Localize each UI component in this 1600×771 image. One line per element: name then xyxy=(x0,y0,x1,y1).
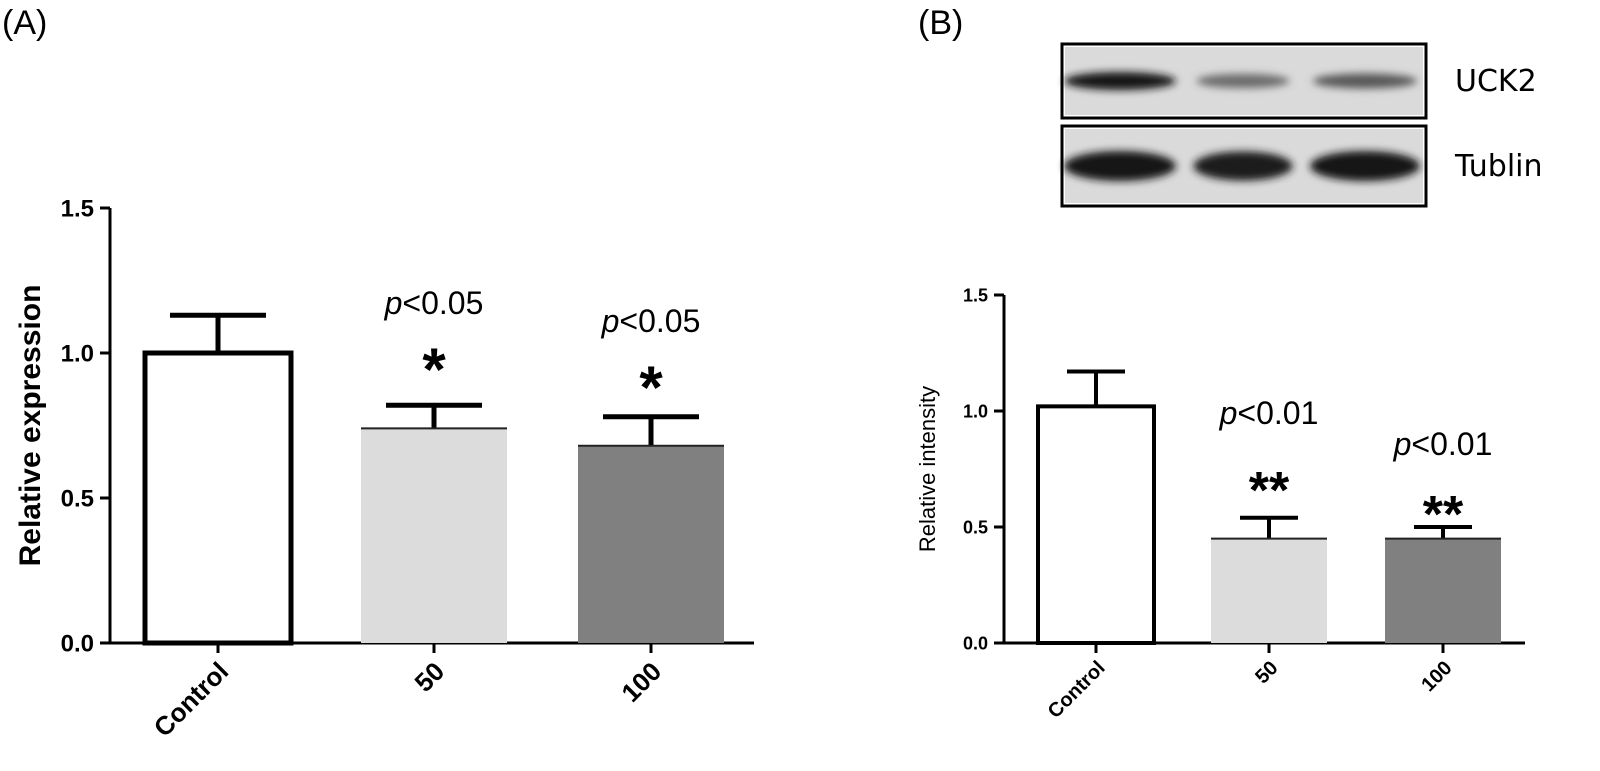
blot-band xyxy=(1064,72,1176,90)
y-tick-label: 1.0 xyxy=(963,401,988,421)
bar-50 xyxy=(361,428,507,643)
p-symbol: p xyxy=(601,303,620,339)
y-tick-label: 0.5 xyxy=(61,486,94,513)
blot-band xyxy=(1193,151,1293,181)
significance-stars: ** xyxy=(1249,462,1290,520)
blot-band xyxy=(1312,73,1418,89)
p-value-annotation: p<0.01 xyxy=(1219,395,1319,431)
bar-control xyxy=(1036,404,1156,645)
western-blot: UCK2 Tublin xyxy=(1060,42,1543,208)
y-tick-label: 0.5 xyxy=(963,517,988,537)
p-threshold: <0.01 xyxy=(1411,426,1492,462)
p-threshold: <0.05 xyxy=(402,285,483,321)
y-tick-label: 0.0 xyxy=(963,633,988,653)
p-threshold: <0.01 xyxy=(1237,395,1318,431)
chart-b: 0.0 0.5 1.0 1.5 Relative intensity Control 50 p… xyxy=(915,285,1525,723)
p-value-annotation: p<0.05 xyxy=(601,303,701,339)
p-value-annotation: p<0.01 xyxy=(1393,426,1493,462)
y-axis-label: Relative expression xyxy=(14,285,47,567)
y-tick-label: 1.5 xyxy=(61,196,94,223)
blot-frame xyxy=(1060,124,1428,208)
p-value-annotation: p<0.05 xyxy=(384,285,484,321)
chart-a: 0.0 0.5 1.0 1.5 Relative expression Control 50… xyxy=(14,196,754,743)
blot-label-uck2: UCK2 xyxy=(1455,64,1537,99)
significance-stars: * xyxy=(422,336,446,403)
blot-label-tublin: Tublin xyxy=(1454,149,1543,184)
panel-label-a: (A) xyxy=(2,4,47,42)
x-tick-label-100: 100 xyxy=(1417,657,1456,696)
y-tick-label: 1.0 xyxy=(61,341,94,368)
x-tick-label-50: 50 xyxy=(409,656,451,698)
x-tick-label-50: 50 xyxy=(1251,657,1282,688)
y-tick-label: 1.5 xyxy=(963,285,988,305)
blot-band xyxy=(1064,151,1176,181)
p-threshold: <0.05 xyxy=(619,303,700,339)
panel-label-b: (B) xyxy=(918,4,963,42)
x-tick-label-100: 100 xyxy=(615,656,667,708)
blot-row-uck2: UCK2 xyxy=(1060,42,1537,120)
blot-row-tublin: Tublin xyxy=(1060,124,1543,208)
bar-50 xyxy=(1211,538,1327,643)
blot-band xyxy=(1196,73,1290,89)
x-tick-label-control: Control xyxy=(1044,657,1110,723)
bar-100 xyxy=(1385,538,1501,643)
significance-stars: * xyxy=(639,354,663,421)
x-tick-label-control: Control xyxy=(148,656,235,743)
y-tick-label: 0.0 xyxy=(61,631,94,658)
blot-frame xyxy=(1060,42,1428,120)
bar-100 xyxy=(578,445,724,643)
blot-band xyxy=(1310,151,1420,181)
y-axis-label: Relative intensity xyxy=(915,386,940,552)
bar-control xyxy=(142,350,294,646)
p-symbol: p xyxy=(384,285,403,321)
p-symbol: p xyxy=(1219,395,1238,431)
significance-stars: ** xyxy=(1423,486,1464,544)
p-symbol: p xyxy=(1393,426,1412,462)
